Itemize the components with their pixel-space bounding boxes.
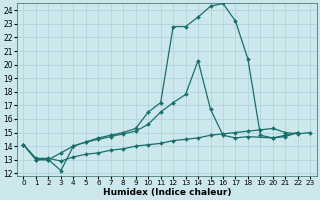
X-axis label: Humidex (Indice chaleur): Humidex (Indice chaleur) [103, 188, 231, 197]
